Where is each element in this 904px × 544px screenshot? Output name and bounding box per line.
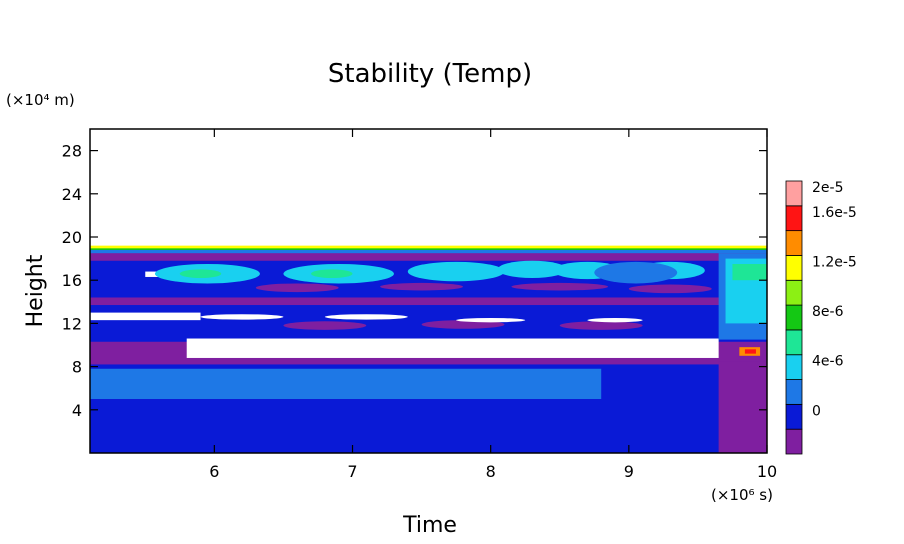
contour-cell-3	[311, 269, 353, 279]
contour-cell-15	[559, 321, 643, 330]
contour-region-10	[90, 312, 201, 321]
contour-region-3	[718, 361, 767, 453]
colorbar-swatch-10	[785, 180, 803, 207]
contour-region-8	[90, 245, 767, 249]
colorbar-swatch-0	[785, 428, 803, 455]
contour-region-1	[90, 368, 602, 399]
y-tick-label-1: 8	[72, 358, 82, 377]
colorbar-swatch-5	[785, 304, 803, 331]
contour-cell-10	[380, 282, 464, 291]
y-tick-label-5: 24	[62, 185, 82, 204]
contour-cell-17	[324, 314, 408, 320]
y-tick-label-3: 16	[62, 271, 82, 290]
contour-cell-14	[421, 320, 505, 329]
x-tick-label-1: 7	[347, 462, 357, 481]
x-unit-label: (×10⁶ s)	[711, 486, 773, 504]
chart-title: Stability (Temp)	[328, 59, 532, 89]
colorbar-swatch-4	[785, 329, 803, 356]
contour-cell-9	[255, 283, 339, 293]
contour-cell-16	[200, 314, 284, 320]
colorbar-label-3: 4e-6	[812, 354, 844, 370]
contour-region-4	[90, 251, 767, 261]
y-tick-label-2: 12	[62, 314, 82, 333]
y-axis-label: Height	[23, 254, 48, 327]
contour-region-16	[744, 349, 756, 354]
contour-cell-4	[407, 261, 505, 282]
colorbar-label-1: 0	[812, 403, 821, 419]
x-tick-label-2: 8	[486, 462, 496, 481]
contour-cell-19	[587, 318, 643, 323]
contour-cell-8	[594, 261, 678, 284]
colorbar-swatch-6	[785, 279, 803, 306]
contour-cell-13	[283, 321, 367, 330]
colorbar-swatch-9	[785, 205, 803, 232]
colorbar-swatch-8	[785, 230, 803, 256]
y-tick-label-4: 20	[62, 228, 82, 247]
colorbar-label-10: 2e-5	[812, 180, 843, 196]
contour-cell-18	[456, 318, 526, 323]
colorbar-swatch-3	[785, 354, 803, 380]
colorbar-swatch-7	[785, 255, 803, 281]
y-tick-label-0: 4	[72, 401, 82, 420]
plot-area	[90, 245, 767, 453]
axis-ticks: 6 7 8 9 10 4 8 12 16 20 24 28	[62, 129, 777, 481]
colorbar-label-9: 1.6e-5	[812, 205, 857, 221]
x-tick-label-4: 10	[757, 462, 777, 481]
contour-cell-12	[628, 284, 712, 294]
colorbar: 0 4e-6 8e-6 1.2e-5 1.6e-5 2e-5	[785, 180, 857, 455]
contour-cell-11	[511, 282, 609, 291]
colorbar-label-5: 8e-6	[812, 304, 844, 320]
y-tick-label-6: 28	[62, 142, 82, 161]
plot-frame	[89, 128, 768, 454]
contour-region-14	[732, 264, 767, 281]
x-tick-label-3: 9	[624, 462, 634, 481]
y-unit-label: (×10⁴ m)	[6, 91, 75, 109]
contour-region-9	[186, 338, 719, 358]
x-axis-label: Time	[402, 513, 457, 538]
colorbar-swatch-2	[785, 379, 803, 405]
contour-cell-1	[179, 269, 222, 279]
colorbar-swatch-1	[785, 403, 803, 430]
colorbar-label-7: 1.2e-5	[812, 254, 857, 270]
contour-region-6	[90, 247, 767, 254]
contour-region-5	[90, 297, 767, 306]
x-tick-label-0: 6	[209, 462, 219, 481]
contour-cell-5	[497, 260, 567, 279]
